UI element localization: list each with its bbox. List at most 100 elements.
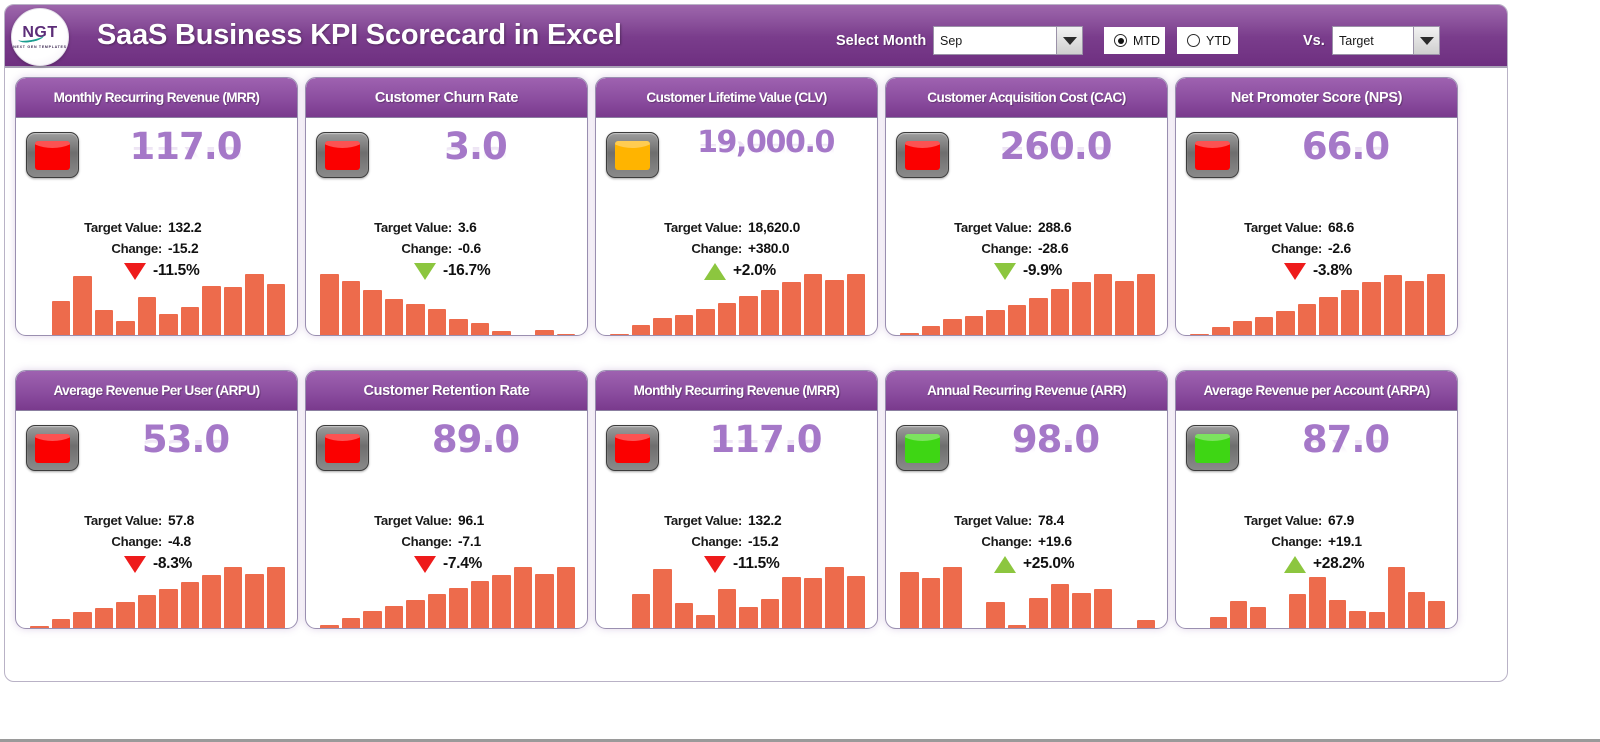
- month-select[interactable]: Sep: [933, 26, 1083, 55]
- sparkline-bar: [1211, 327, 1230, 335]
- sparkline-bar: [760, 290, 779, 335]
- target-value-row: Target Value: 57.8: [16, 513, 297, 528]
- status-lamp: [1195, 433, 1230, 463]
- percent-change-row: +2.0%: [596, 262, 877, 280]
- trend-down-red-icon: [124, 262, 146, 280]
- target-value-label: Target Value:: [664, 513, 742, 528]
- target-value: 78.4: [1038, 513, 1065, 528]
- kpi-card-header: Monthly Recurring Revenue (MRR): [596, 371, 877, 411]
- target-value-label: Target Value:: [1244, 220, 1322, 235]
- status-light-red-icon: [26, 132, 79, 178]
- sparkline-bar: [245, 274, 264, 335]
- sparkline-bar: [180, 582, 199, 628]
- logo-text: NGT: [22, 24, 58, 41]
- target-value-row: Target Value: 3.6: [306, 220, 587, 235]
- kpi-card-body: 53.0 53.0 Target Value: 57.8 Change: -4.8 -8.3…: [16, 411, 297, 628]
- kpi-card-header: Annual Recurring Revenue (ARR): [886, 371, 1167, 411]
- sparkline-bar: [943, 567, 962, 628]
- sparkline-bar: [384, 299, 403, 335]
- sparkline-bar: [30, 626, 49, 628]
- change-value: -15.2: [168, 241, 199, 256]
- sparkline-bar: [116, 602, 135, 628]
- sparkline-bar: [1029, 298, 1048, 335]
- sparkline-bar: [696, 309, 715, 335]
- sparkline-chart: [610, 264, 865, 335]
- kpi-card-body: 98.0 98.0 Target Value: 78.4 Change: +19.6 +25…: [886, 411, 1167, 628]
- target-value: 96.1: [458, 513, 485, 528]
- percent-change-row: -11.5%: [16, 262, 297, 280]
- target-value: 132.2: [168, 220, 202, 235]
- sparkline-bar: [782, 577, 801, 628]
- sparkline-bar: [73, 612, 92, 628]
- status-lamp: [905, 433, 940, 463]
- kpi-card: Customer Churn Rate 3.0 3.0 Target Value: 3.…: [305, 77, 588, 336]
- change-label: Change:: [981, 534, 1032, 549]
- kpi-metrics: Target Value: 132.2 Change: -15.2 -11.5%: [596, 513, 877, 573]
- kpi-card-header: Customer Churn Rate: [306, 78, 587, 118]
- sparkline-bar: [739, 296, 758, 335]
- sparkline-bar: [1136, 274, 1155, 335]
- brand-logo: NGT NEXT GEN TEMPLATES: [11, 8, 69, 66]
- comparison-select-button[interactable]: [1413, 27, 1439, 54]
- percent-change-row: -11.5%: [596, 555, 877, 573]
- sparkline-bar: [535, 574, 554, 628]
- kpi-card: Customer Acquisition Cost (CAC) 260.0 260.…: [885, 77, 1168, 336]
- logo-subtext: NEXT GEN TEMPLATES: [13, 45, 67, 49]
- page-title: SaaS Business KPI Scorecard in Excel: [97, 19, 622, 51]
- trend-up-green-icon: [704, 262, 726, 280]
- change-label: Change:: [401, 241, 452, 256]
- radio-ytd-label: YTD: [1206, 33, 1231, 48]
- sparkline-bar: [1428, 601, 1445, 628]
- target-value: 57.8: [168, 513, 195, 528]
- change-value: +19.1: [1328, 534, 1362, 549]
- sparkline-chart: [900, 557, 1155, 628]
- sparkline-bar: [449, 319, 468, 335]
- change-row: Change: -28.6: [886, 241, 1167, 256]
- sparkline-bar: [535, 330, 554, 335]
- month-select-button[interactable]: [1056, 27, 1082, 54]
- radio-mtd-label: MTD: [1133, 33, 1161, 48]
- kpi-value: 3.0: [444, 125, 508, 168]
- kpi-card: Annual Recurring Revenue (ARR) 98.0 98.0 Ta…: [885, 370, 1168, 629]
- sparkline-bar: [1309, 577, 1326, 628]
- sparkline-chart: [1190, 264, 1445, 335]
- kpi-card-title: Monthly Recurring Revenue (MRR): [53, 90, 260, 105]
- change-label: Change:: [1271, 241, 1322, 256]
- kpi-metrics: Target Value: 18,620.0 Change: +380.0 +2.0%: [596, 220, 877, 280]
- sparkline-bar: [653, 569, 672, 628]
- trend-up-green-icon: [1284, 555, 1306, 573]
- kpi-value: 89.0: [431, 418, 520, 461]
- comparison-select[interactable]: Target: [1332, 26, 1440, 55]
- target-value: 68.6: [1328, 220, 1355, 235]
- sparkline-bar: [363, 611, 382, 628]
- kpi-card: Monthly Recurring Revenue (MRR) 117.0 117.…: [15, 77, 298, 336]
- status-lamp: [1195, 140, 1230, 170]
- percent-change: -16.7%: [443, 262, 491, 279]
- sparkline-bar: [180, 307, 199, 335]
- chevron-down-icon: [1062, 36, 1077, 45]
- change-value: -7.1: [458, 534, 481, 549]
- target-value-row: Target Value: 78.4: [886, 513, 1167, 528]
- sparkline-bar: [803, 578, 822, 628]
- sparkline-bar: [782, 282, 801, 335]
- kpi-grid: Monthly Recurring Revenue (MRR) 117.0 117.…: [5, 68, 1507, 681]
- percent-change-row: -7.4%: [306, 555, 587, 573]
- target-value-label: Target Value:: [84, 220, 162, 235]
- sparkline-bar: [94, 310, 113, 335]
- kpi-value-block: 66.0 66.0: [1242, 128, 1449, 203]
- sparkline-bar: [717, 589, 736, 628]
- sparkline-bar: [202, 575, 221, 628]
- kpi-card: Average Revenue Per User (ARPU) 53.0 53.0 T…: [15, 370, 298, 629]
- target-value-row: Target Value: 96.1: [306, 513, 587, 528]
- change-value: +380.0: [748, 241, 790, 256]
- change-label: Change:: [981, 241, 1032, 256]
- kpi-value: 117.0: [709, 418, 822, 461]
- radio-mtd[interactable]: MTD: [1104, 27, 1165, 54]
- kpi-metrics: Target Value: 132.2 Change: -15.2 -11.5%: [16, 220, 297, 280]
- percent-change-row: +28.2%: [1176, 555, 1457, 573]
- radio-ytd[interactable]: YTD: [1177, 27, 1238, 54]
- kpi-card-title: Customer Churn Rate: [374, 89, 519, 106]
- kpi-row-bottom: Average Revenue Per User (ARPU) 53.0 53.0 T…: [15, 370, 1499, 629]
- sparkline-bar: [1289, 594, 1307, 628]
- status-lamp: [35, 433, 70, 463]
